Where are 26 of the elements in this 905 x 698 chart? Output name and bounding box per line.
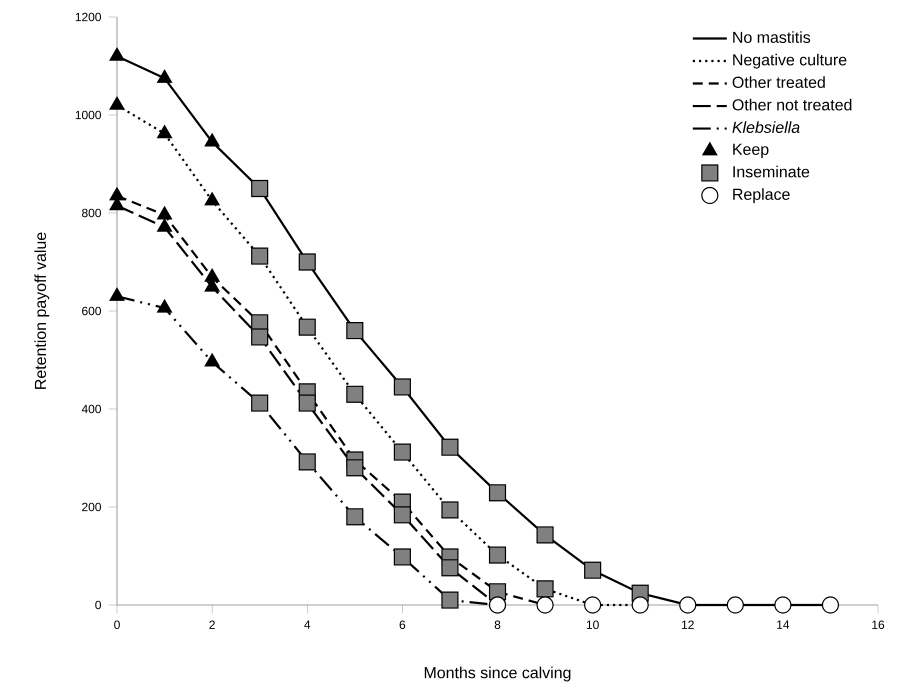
legend-label: Replace	[733, 188, 790, 204]
x-tick-label: 6	[400, 620, 406, 630]
x-tick-label: 2	[209, 620, 215, 629]
y-tick-label: 0	[95, 600, 101, 610]
x-tick-label: 8	[494, 620, 500, 630]
y-tick-label: 1200	[76, 12, 101, 22]
y-tick-label: 800	[82, 208, 101, 218]
legend-label: Negative culture	[733, 54, 846, 69]
legend-label: Inseminate	[733, 166, 810, 178]
x-tick-label: 4	[304, 620, 310, 629]
x-tick-label: 12	[682, 620, 694, 629]
legend-label: Other not treated	[732, 98, 852, 110]
x-tick-label: 0	[114, 620, 120, 630]
y-tick-label: 200	[82, 502, 101, 512]
legend-label: No mastitis	[733, 31, 810, 43]
legend-label: Other treated	[732, 76, 825, 88]
legend-label: Keep	[733, 144, 768, 158]
x-axis-title: Months since calving	[424, 666, 570, 682]
legend-label: Klebsiella	[732, 121, 800, 133]
y-axis-title: Retention payoff value	[34, 232, 50, 389]
x-tick-label: 14	[777, 620, 790, 629]
x-tick-label: 16	[872, 620, 884, 630]
y-tick-label: 600	[82, 306, 101, 316]
y-tick-label: 1000	[76, 110, 101, 120]
x-tick-label: 10	[586, 620, 599, 630]
y-tick-label: 400	[82, 404, 101, 414]
